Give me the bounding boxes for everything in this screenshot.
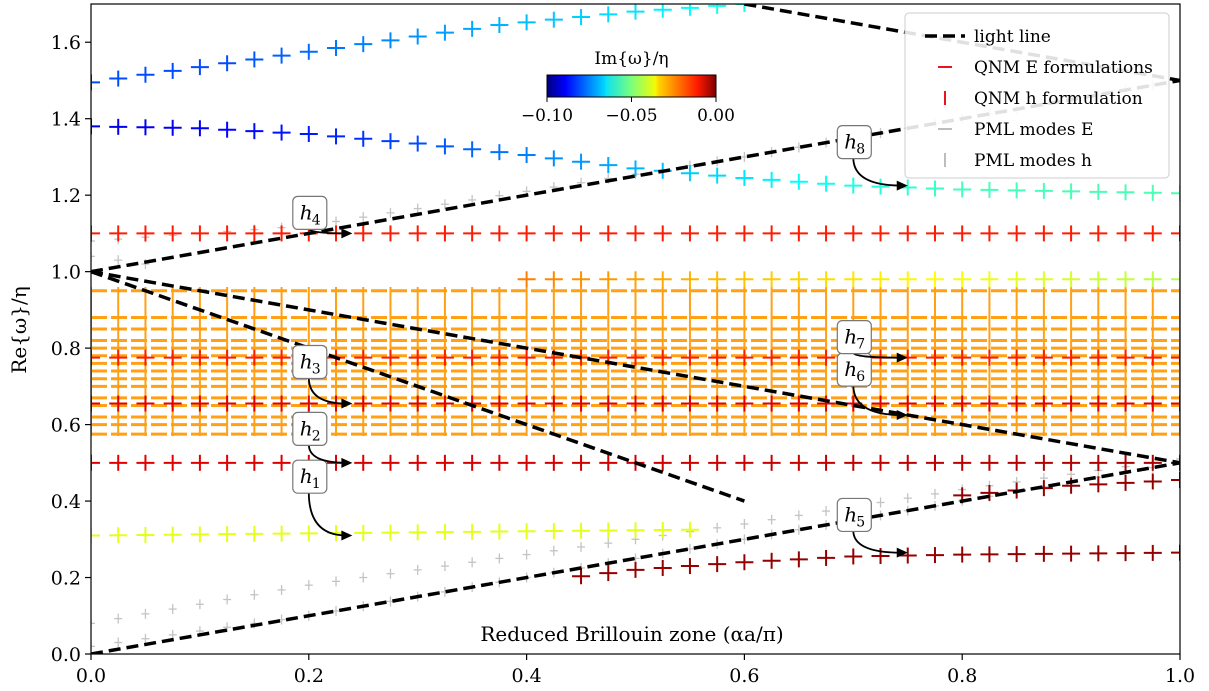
annotation-arrowhead	[341, 530, 353, 541]
annotation-subscript: 2	[312, 428, 321, 444]
annotation-arrow	[852, 385, 902, 416]
y-tick-label: 0.4	[51, 491, 81, 513]
y-tick-label: 0.6	[51, 415, 81, 437]
annotation-box	[836, 497, 872, 533]
axis-ticks: 0.0 0.2 0.4 0.6 0.8 1.0 0.0 0.2 0.4 0.6 0.8 1.0 1.2 1…	[51, 32, 1195, 687]
annotation-label: h	[844, 502, 857, 526]
annotation-box	[836, 320, 872, 355]
annotation-subscript: 5	[856, 514, 865, 530]
annotation-arrowhead	[896, 547, 908, 558]
light-line	[91, 269, 745, 503]
annotation-subscript: 6	[856, 369, 865, 385]
x-tick-label: 0.2	[294, 665, 324, 687]
legend-box	[904, 12, 1170, 179]
x-tick-label: 0.6	[729, 665, 759, 687]
axes-frame	[90, 3, 1181, 655]
annotation-box	[836, 125, 872, 160]
annotation-arrow	[307, 377, 347, 405]
annotation-arrow	[852, 530, 902, 554]
colorbar-gradient	[546, 74, 717, 98]
annotation-subscript: 3	[312, 362, 321, 378]
legend-label: light line	[974, 27, 1051, 47]
colorbar: Im{ω}/η −0.10 −0.05 0.00	[521, 49, 735, 126]
annotation-arrowhead	[896, 180, 908, 191]
annotation-arrow	[307, 492, 347, 537]
light-line	[91, 461, 1180, 654]
x-tick-label: 1.0	[1165, 665, 1195, 687]
annotation-subscript: 8	[856, 142, 865, 158]
y-axis-label: Re{ω}/η	[7, 286, 31, 373]
annotation-arrowhead	[896, 352, 908, 363]
colorbar-tick-label: −0.10	[521, 106, 573, 126]
annotation-arrow	[852, 157, 902, 187]
annotation-box	[292, 459, 328, 494]
y-tick-label: 0.2	[51, 568, 81, 590]
annotation-arrow	[307, 444, 347, 464]
annotation-subscript: 1	[312, 476, 321, 492]
annotation-subscript: 7	[856, 337, 865, 353]
plot-frame	[90, 3, 1181, 655]
annotation-label: h	[844, 130, 857, 154]
mode-annotations: h 1h 2h 3h 4h 5h 6h 7h 8	[292, 125, 908, 558]
legend-label: QNM h formulation	[974, 89, 1143, 109]
annotation-arrowhead	[896, 410, 908, 421]
legend: light line QNM E formulations QNM h formul…	[904, 12, 1170, 179]
annotation-box	[292, 411, 328, 447]
annotation-label: h	[844, 357, 857, 381]
light-line	[91, 269, 1180, 465]
y-tick-label: 0.8	[51, 338, 81, 360]
annotation-label: h	[300, 350, 313, 374]
y-tick-label: 0.0	[51, 644, 81, 666]
x-tick-label: 0.8	[947, 665, 977, 687]
annotation-label: h	[300, 416, 313, 440]
legend-label: PML modes E	[974, 120, 1093, 140]
colorbar-label: Im{ω}/η	[594, 49, 668, 69]
annotation-arrowhead	[341, 457, 353, 468]
annotation-subscript: 4	[312, 212, 321, 228]
annotation-arrowhead	[341, 398, 353, 409]
colorbar-tick-label: −0.05	[605, 106, 657, 126]
x-axis-label: Reduced Brillouin zone (αa/π)	[480, 622, 783, 646]
x-tick-label: 0.4	[511, 665, 541, 687]
plot-area	[91, 4, 1180, 654]
y-tick-label: 1.2	[51, 185, 81, 207]
annotation-label: h	[300, 464, 313, 488]
annotation-arrowhead	[341, 228, 353, 239]
annotation-label: h	[844, 325, 857, 349]
colorbar-tick-label: 0.00	[697, 106, 735, 126]
legend-label: PML modes h	[974, 151, 1092, 171]
y-tick-label: 1.0	[51, 262, 81, 284]
y-tick-label: 1.6	[51, 32, 81, 54]
x-tick-label: 0.0	[76, 665, 106, 687]
legend-label: QNM E formulations	[974, 58, 1153, 78]
annotation-box	[292, 195, 328, 230]
annotation-label: h	[300, 200, 313, 224]
annotation-box	[292, 344, 328, 380]
y-tick-label: 1.4	[51, 109, 81, 131]
